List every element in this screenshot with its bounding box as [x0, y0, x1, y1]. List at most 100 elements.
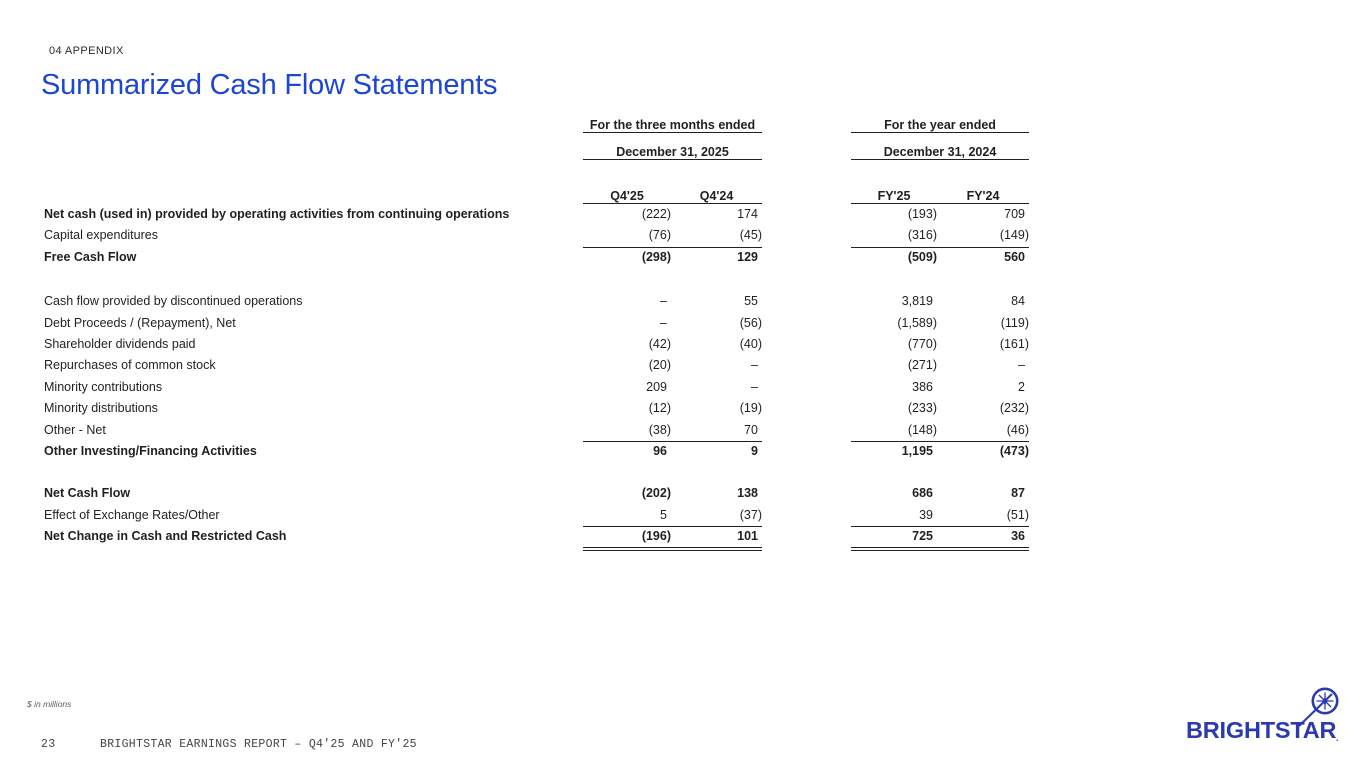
value-cell: 138 — [737, 486, 758, 501]
column-header-fy24: FY'24 — [937, 189, 1029, 204]
row-label: Shareholder dividends paid — [44, 336, 196, 351]
row-label: Repurchases of common stock — [44, 358, 216, 373]
value-cell: 709 — [1004, 207, 1025, 221]
value-cell: 209 — [646, 379, 667, 394]
column-group-gap — [762, 526, 851, 548]
brightstar-logo: BRIGHTSTAR . — [1186, 684, 1346, 746]
value-cell: (770) — [907, 336, 937, 351]
value-cell: 39 — [851, 505, 937, 528]
row-label: Cash flow provided by discontinued opera… — [44, 294, 303, 309]
table-row: Other Investing/Financing Activities 96 9 1… — [44, 441, 1029, 462]
column-group-gap — [762, 420, 851, 442]
value-cell: (233) — [907, 401, 937, 416]
row-label: Capital expenditures — [44, 228, 158, 243]
table-column-header-row: Q4'25 Q4'24 FY'25 FY'24 — [44, 160, 1029, 204]
date-header-year: December 31, 2024 — [851, 145, 1029, 160]
units-footnote: $ in millions — [27, 699, 72, 709]
period-header-quarter: For the three months ended — [583, 118, 762, 133]
date-header-quarter: December 31, 2025 — [583, 145, 762, 160]
row-label: Free Cash Flow — [44, 249, 137, 264]
column-header-q424: Q4'24 — [671, 189, 762, 204]
value-cell: 87 — [1011, 486, 1025, 501]
value-cell: (51) — [937, 505, 1029, 528]
value-cell: (19) — [739, 401, 762, 416]
value-cell: 9 — [751, 443, 758, 458]
value-cell: (271) — [907, 358, 937, 373]
value-cell: 55 — [744, 294, 758, 309]
column-group-gap — [762, 483, 851, 504]
value-cell: 84 — [1011, 294, 1025, 309]
value-cell: (40) — [739, 336, 762, 351]
value-cell: (56) — [739, 315, 762, 330]
column-group-gap — [762, 355, 851, 376]
column-group-gap — [762, 334, 851, 355]
shooting-star-icon — [1298, 687, 1339, 727]
row-label: Other Investing/Financing Activities — [44, 443, 257, 458]
value-cell: 686 — [912, 486, 933, 501]
value-cell: (42) — [648, 336, 671, 351]
logo-wordmark: BRIGHTSTAR — [1186, 717, 1337, 743]
value-cell: 96 — [653, 443, 667, 458]
table-header-date-row: December 31, 2025 December 31, 2024 — [44, 133, 1029, 160]
column-header-q425: Q4'25 — [583, 189, 671, 204]
column-group-gap — [762, 225, 851, 247]
value-cell: (298) — [641, 249, 671, 264]
column-group-gap — [762, 204, 851, 225]
table-row: Capital expenditures (76) (45) (316) (149) — [44, 225, 1029, 248]
value-cell: (509) — [907, 249, 937, 264]
value-cell: – — [660, 315, 667, 330]
table-spacer-row — [44, 268, 1029, 291]
cashflow-table-body: Net cash (used in) provided by operating… — [44, 204, 1029, 552]
table-row: Debt Proceeds / (Repayment), Net – (56) (1,… — [44, 313, 1029, 334]
value-cell: 129 — [737, 249, 758, 264]
value-cell: (196) — [583, 526, 671, 552]
page-number: 23 — [41, 738, 56, 751]
value-cell: (46) — [937, 420, 1029, 442]
value-cell: – — [751, 379, 758, 394]
row-label: Debt Proceeds / (Repayment), Net — [44, 315, 236, 330]
cashflow-table: For the three months ended For the year … — [44, 117, 1029, 552]
column-group-gap — [762, 505, 851, 527]
value-cell: 36 — [937, 526, 1029, 552]
table-row: Net Cash Flow (202) 138 686 87 — [44, 483, 1029, 504]
value-cell: 725 — [851, 526, 937, 552]
value-cell: 174 — [737, 207, 758, 221]
value-cell: – — [1018, 358, 1025, 373]
value-cell: 5 — [583, 505, 671, 528]
table-row: Minority contributions 209 – 386 2 — [44, 377, 1029, 398]
value-cell: – — [751, 358, 758, 373]
value-cell: (1,589) — [897, 315, 937, 330]
row-label: Effect of Exchange Rates/Other — [44, 507, 220, 522]
value-cell: 3,819 — [901, 294, 933, 309]
value-cell: (473) — [999, 443, 1029, 458]
table-row: Minority distributions (12) (19) (233) (232) — [44, 398, 1029, 419]
column-group-gap — [762, 398, 851, 419]
value-cell: (38) — [583, 420, 671, 442]
value-cell: (12) — [648, 401, 671, 416]
row-label: Minority contributions — [44, 379, 163, 394]
table-row: Other - Net (38) 70 (148) (46) — [44, 420, 1029, 442]
row-label: Minority distributions — [44, 401, 158, 416]
page-title: Summarized Cash Flow Statements — [41, 69, 498, 101]
section-label: 04 APPENDIX — [49, 45, 124, 57]
value-cell: (119) — [1000, 315, 1029, 330]
table-row: Net cash (used in) provided by operating… — [44, 204, 1029, 225]
period-header-year: For the year ended — [851, 118, 1029, 133]
value-cell: (20) — [648, 358, 671, 373]
table-row: Effect of Exchange Rates/Other 5 (37) 39 (51… — [44, 505, 1029, 528]
value-cell: (45) — [671, 225, 762, 248]
value-cell: (222) — [641, 207, 671, 221]
table-row: Shareholder dividends paid (42) (40) (770) (… — [44, 334, 1029, 355]
table-row: Repurchases of common stock (20) – (271) – — [44, 355, 1029, 376]
row-label: Net Cash Flow — [44, 486, 131, 501]
column-group-gap — [762, 377, 851, 398]
table-row: Cash flow provided by discontinued opera… — [44, 291, 1029, 312]
value-cell: 560 — [1004, 249, 1025, 264]
value-cell: (316) — [851, 225, 937, 248]
value-cell: 386 — [912, 379, 933, 394]
value-cell: (37) — [671, 505, 762, 528]
table-header-period-row: For the three months ended For the year … — [44, 117, 1029, 133]
column-group-gap — [762, 441, 851, 462]
column-group-gap — [762, 313, 851, 334]
